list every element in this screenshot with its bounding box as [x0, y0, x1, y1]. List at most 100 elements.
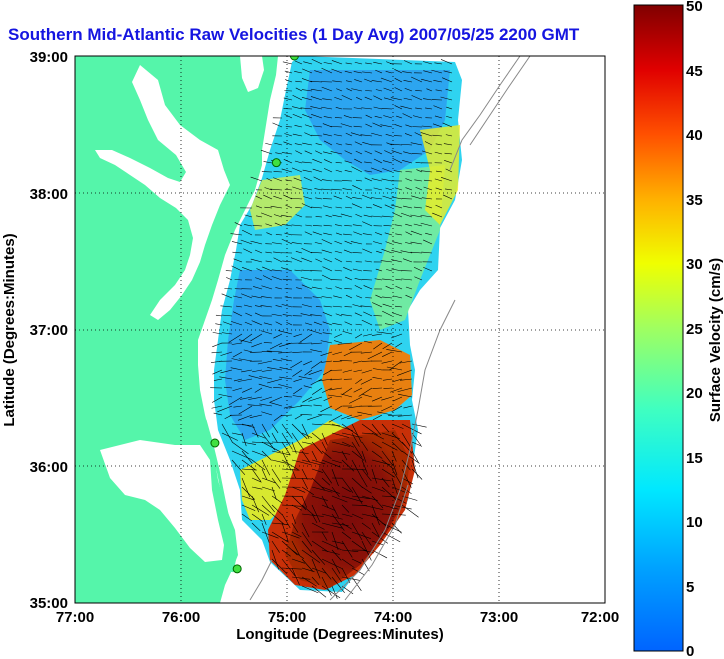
velocity-arrow — [423, 70, 433, 74]
velocity-arrow — [321, 274, 333, 281]
velocity-arrow — [283, 159, 293, 164]
velocity-arrow — [243, 349, 253, 353]
x-axis-label: Longitude (Degrees:Minutes) — [236, 626, 444, 643]
velocity-arrow — [352, 185, 363, 191]
velocity-arrow — [395, 285, 403, 290]
velocity-arrow — [281, 450, 292, 471]
velocity-arrow — [275, 152, 283, 155]
velocity-arrow — [281, 441, 291, 456]
velocity-arrow — [372, 204, 383, 209]
colorbar-tick-label: 50 — [686, 0, 703, 15]
colorbar-ticks: 50 45 40 35 30 25 20 15 10 5 0 — [686, 0, 703, 659]
velocity-arrow — [291, 576, 311, 580]
velocity-arrow — [342, 369, 353, 373]
velocity-arrow — [310, 88, 323, 92]
velocity-arrow — [261, 285, 273, 290]
velocity-arrow — [335, 161, 343, 164]
velocity-arrow — [310, 314, 323, 317]
velocity-arrow — [360, 305, 373, 308]
velocity-arrow — [371, 432, 385, 440]
velocity-arrow — [236, 305, 243, 308]
velocity-arrow — [224, 287, 233, 290]
velocity-arrow — [291, 459, 312, 466]
velocity-arrow — [371, 540, 384, 546]
velocity-arrow — [333, 295, 343, 299]
velocity-arrow — [212, 342, 223, 348]
velocity-arrow — [432, 123, 443, 128]
y-tick-label: 36:00 — [30, 459, 68, 476]
velocity-arrow — [374, 278, 383, 281]
velocity-arrow — [333, 195, 343, 200]
velocity-arrow — [291, 495, 307, 511]
velocity-arrow — [445, 115, 453, 119]
velocity-arrow — [259, 403, 273, 407]
velocity-arrow — [431, 69, 443, 74]
velocity-arrow — [351, 531, 372, 539]
velocity-arrow — [291, 531, 302, 538]
velocity-arrow — [392, 378, 403, 383]
velocity-arrow — [412, 115, 423, 119]
velocity-arrow — [312, 225, 323, 227]
velocity-arrow — [322, 369, 333, 376]
velocity-arrow — [261, 468, 268, 481]
velocity-arrow — [284, 79, 293, 83]
velocity-arrow — [443, 143, 453, 146]
velocity-arrow — [434, 151, 443, 155]
velocity-arrow — [411, 441, 423, 447]
velocity-arrow — [382, 378, 393, 381]
velocity-arrow — [364, 161, 373, 164]
velocity-arrow — [402, 258, 413, 263]
velocity-arrow — [252, 225, 263, 227]
velocity-arrow — [301, 540, 312, 554]
velocity-arrow — [365, 90, 373, 92]
velocity-arrow — [385, 285, 393, 290]
velocity-arrow — [381, 360, 393, 364]
velocity-arrow — [334, 240, 343, 245]
velocity-arrow — [362, 233, 373, 236]
velocity-arrow — [304, 322, 313, 326]
velocity-arrow — [363, 311, 373, 317]
velocity-arrow — [313, 125, 323, 128]
velocity-arrow — [323, 396, 333, 401]
velocity-arrow — [271, 531, 289, 543]
x-tick-label: 73:00 — [480, 609, 518, 626]
velocity-arrow — [212, 396, 223, 403]
velocity-arrow — [311, 567, 327, 574]
velocity-arrow — [344, 225, 353, 227]
velocity-arrow — [291, 423, 308, 440]
velocity-arrow — [285, 204, 293, 209]
velocity-arrow — [401, 423, 422, 435]
velocity-arrow — [311, 360, 323, 369]
velocity-arrow — [264, 187, 273, 191]
velocity-arrow — [292, 186, 303, 191]
delaware-bay — [240, 56, 264, 92]
velocity-arrow — [279, 376, 293, 380]
velocity-arrow — [321, 188, 333, 191]
velocity-arrow — [391, 250, 403, 254]
velocity-arrow — [281, 432, 293, 450]
velocity-arrow — [320, 351, 333, 356]
velocity-arrow — [371, 549, 388, 559]
velocity-arrow — [271, 558, 288, 574]
velocity-arrow — [278, 351, 293, 354]
velocity-arrow — [422, 61, 433, 65]
velocity-arrow — [345, 206, 353, 209]
velocity-arrow — [301, 504, 316, 517]
velocity-arrow — [269, 342, 283, 350]
velocity-arrow — [283, 141, 293, 146]
colorbar-tick-label: 10 — [686, 514, 703, 531]
velocity-arrow — [260, 305, 273, 308]
velocity-arrow — [442, 194, 453, 200]
velocity-arrow — [433, 105, 443, 110]
velocity-arrow — [272, 122, 283, 128]
velocity-arrow — [251, 522, 261, 532]
velocity-arrow — [293, 387, 303, 395]
velocity-arrow — [241, 459, 256, 471]
velocity-arrow — [394, 124, 403, 128]
velocity-arrow — [383, 115, 393, 119]
velocity-arrow — [371, 495, 384, 509]
velocity-arrow — [217, 405, 233, 413]
velocity-arrow — [445, 134, 453, 137]
velocity-arrow — [293, 378, 303, 382]
velocity-arrow — [337, 342, 353, 345]
